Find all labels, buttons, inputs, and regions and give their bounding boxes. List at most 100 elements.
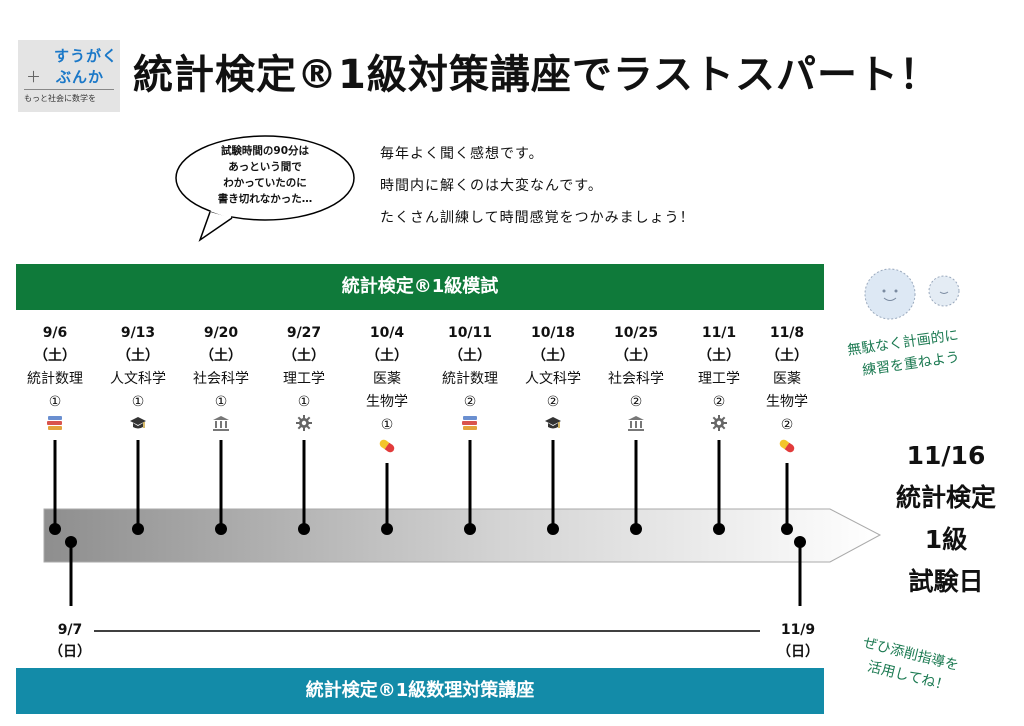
bubble-line: 試験時間の90分は <box>220 145 310 157</box>
course-date-start: 9/7 （日） <box>40 619 100 663</box>
event-weekday: （土） <box>766 348 808 364</box>
event-dot <box>464 523 476 535</box>
event-dot <box>630 523 642 535</box>
event-date: 10/18 <box>530 325 576 341</box>
gear-icon <box>674 414 764 438</box>
bubble-text: 試験時間の90分は あっという間で わかっていたのに 書き切れなかった… <box>176 143 354 207</box>
event-weekday: （土） <box>698 348 740 364</box>
event-date: 11/1 <box>701 325 737 341</box>
bank-icon <box>591 414 681 438</box>
pill-icon <box>742 437 832 461</box>
event-subject: 理工学 <box>283 371 325 387</box>
logo: すうがく ＋ ぶんか もっと社会に数学を <box>18 40 120 112</box>
event-dot <box>132 523 144 535</box>
event-dot <box>781 523 793 535</box>
course-dot <box>65 536 77 548</box>
timeline-arrow <box>43 508 882 563</box>
event-dot <box>547 523 559 535</box>
exam-line: 11/16 <box>906 441 986 470</box>
course-bar: 統計検定®1級数理対策講座 <box>16 668 824 714</box>
event-subject: 理工学 <box>698 371 740 387</box>
speech-bubble <box>175 135 355 242</box>
course-date-end: 11/9 （日） <box>768 619 828 663</box>
gear-icon <box>259 414 349 438</box>
event-date: 10/25 <box>613 325 659 341</box>
event-column: 11/1 （土） 理工学 ② <box>674 322 764 438</box>
bubble-line: わかっていたのに <box>223 177 307 189</box>
event-dot <box>49 523 61 535</box>
event-column: 9/20 （土） 社会科学 ① <box>176 322 266 438</box>
exam-line: 1級 <box>924 525 968 554</box>
course-dot <box>794 536 806 548</box>
event-weekday: （土） <box>449 348 491 364</box>
course-date: 11/9 <box>780 622 816 638</box>
intro-line: 時間内に解くのは大変なんです。 <box>380 178 603 194</box>
intro-line: 毎年よく聞く感想です。 <box>380 146 544 162</box>
books-icon <box>425 414 515 438</box>
logo-line1: すうがく <box>54 47 119 65</box>
event-subject: 医薬 <box>773 371 801 387</box>
event-number: ② <box>780 417 794 433</box>
event-subject: 生物学 <box>766 394 808 410</box>
graduation-cap-icon <box>508 414 598 438</box>
event-subject: 医薬 <box>373 371 401 387</box>
event-weekday: （土） <box>200 348 242 364</box>
graduation-cap-icon <box>93 414 183 438</box>
exam-date: 11/16 統計検定 1級 試験日 <box>872 435 1020 603</box>
event-number: ② <box>546 394 560 410</box>
mock-exam-bar: 統計検定®1級模試 <box>16 264 824 310</box>
event-subject: 人文科学 <box>525 371 581 387</box>
pill-icon <box>342 437 432 461</box>
event-date: 10/4 <box>369 325 405 341</box>
event-date: 9/6 <box>42 325 68 341</box>
course-weekday: （日） <box>49 644 91 660</box>
event-column: 10/25 （土） 社会科学 ② <box>591 322 681 438</box>
event-column: 11/8 （土） 医薬 生物学 ② <box>742 322 832 461</box>
bubble-line: 書き切れなかった… <box>217 193 313 205</box>
exam-line: 統計検定 <box>895 483 996 512</box>
logo-rule <box>24 89 114 90</box>
event-number: ① <box>131 394 145 410</box>
event-date: 9/20 <box>203 325 239 341</box>
event-column: 10/18 （土） 人文科学 ② <box>508 322 598 438</box>
event-number: ① <box>48 394 62 410</box>
course-date: 9/7 <box>57 622 83 638</box>
event-weekday: （土） <box>283 348 325 364</box>
event-number: ② <box>712 394 726 410</box>
event-number: ① <box>297 394 311 410</box>
event-weekday: （土） <box>366 348 408 364</box>
event-column: 9/27 （土） 理工学 ① <box>259 322 349 438</box>
event-subject: 生物学 <box>366 394 408 410</box>
event-weekday: （土） <box>34 348 76 364</box>
event-subject: 統計数理 <box>442 371 498 387</box>
event-number: ② <box>463 394 477 410</box>
event-number: ② <box>629 394 643 410</box>
event-subject: 人文科学 <box>110 371 166 387</box>
books-icon <box>10 414 100 438</box>
event-number: ① <box>214 394 228 410</box>
event-weekday: （土） <box>615 348 657 364</box>
event-column: 9/6 （土） 統計数理 ① <box>10 322 100 438</box>
event-column: 9/13 （土） 人文科学 ① <box>93 322 183 438</box>
event-weekday: （土） <box>117 348 159 364</box>
exam-line: 試験日 <box>908 567 984 596</box>
event-dot <box>713 523 725 535</box>
course-weekday: （日） <box>777 644 819 660</box>
event-dot <box>381 523 393 535</box>
event-subject: 社会科学 <box>608 371 664 387</box>
intro-line: たくさん訓練して時間感覚をつかみましょう！ <box>380 210 695 226</box>
event-number: ① <box>380 417 394 433</box>
page-title: 統計検定®1級対策講座でラストスパート！ <box>133 52 941 98</box>
event-dot <box>298 523 310 535</box>
event-date: 10/11 <box>447 325 493 341</box>
bubble-line: あっという間で <box>228 161 302 173</box>
smile-bubbles-icon <box>864 268 960 320</box>
logo-plus: ＋ <box>26 68 42 86</box>
event-date: 9/27 <box>286 325 322 341</box>
event-weekday: （土） <box>532 348 574 364</box>
event-subject: 社会科学 <box>193 371 249 387</box>
event-subject: 統計数理 <box>27 371 83 387</box>
event-column: 10/11 （土） 統計数理 ② <box>425 322 515 438</box>
logo-tagline: もっと社会に数学を <box>24 94 96 103</box>
